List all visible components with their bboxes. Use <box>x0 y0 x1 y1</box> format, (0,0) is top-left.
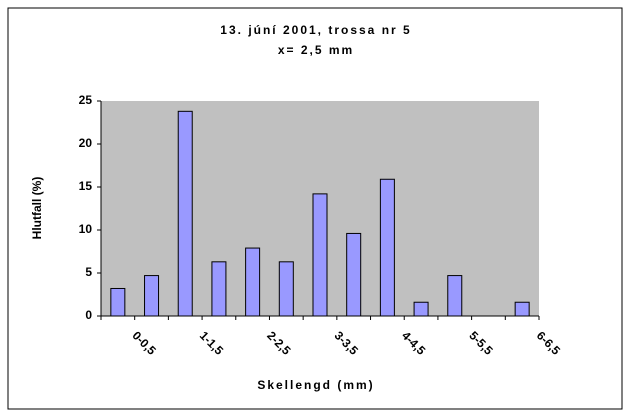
bar <box>211 261 227 317</box>
chart-title: 13. júní 2001, trossa nr 5 <box>220 23 411 37</box>
y-tick-label: 20 <box>79 136 93 150</box>
bar <box>278 261 294 317</box>
bar <box>447 275 463 317</box>
bar <box>245 247 261 317</box>
bar <box>379 178 395 317</box>
y-axis-label: Hlutfall (%) <box>30 177 44 240</box>
bar <box>312 193 328 317</box>
x-axis-label: Skellengd (mm) <box>257 378 374 392</box>
y-tick-label: 10 <box>79 222 93 236</box>
bar <box>144 275 160 317</box>
bar <box>514 301 530 317</box>
bar <box>346 232 362 317</box>
y-tick-label: 0 <box>85 308 92 322</box>
bar <box>413 301 429 317</box>
y-tick-label: 5 <box>85 265 92 279</box>
chart-subtitle: x= 2,5 mm <box>278 43 354 57</box>
bar <box>177 110 193 317</box>
y-tick-label: 15 <box>79 179 93 193</box>
bar <box>110 287 126 317</box>
y-tick-label: 25 <box>79 93 93 107</box>
